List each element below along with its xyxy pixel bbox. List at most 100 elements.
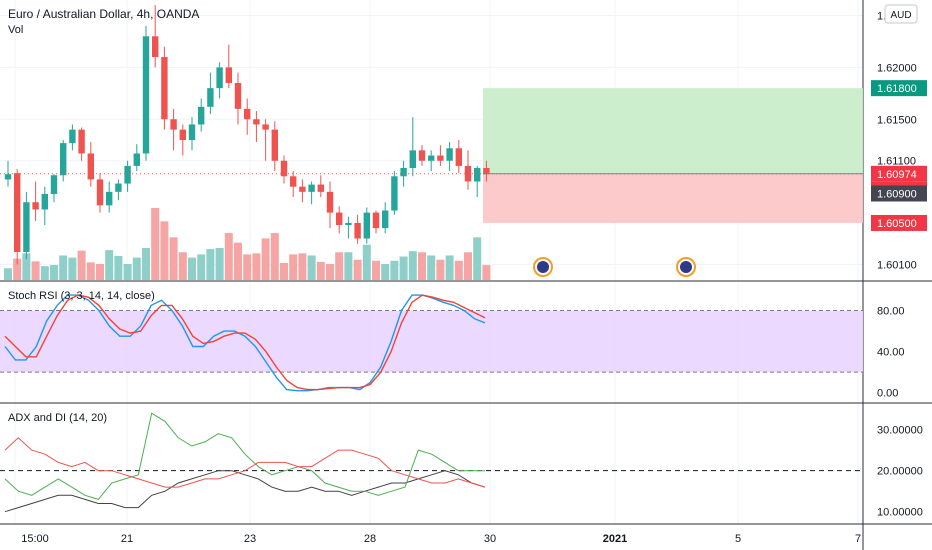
- time-axis-label: 5: [735, 533, 741, 545]
- volume-bar: [316, 261, 325, 280]
- time-axis-label: 15:00: [21, 533, 49, 545]
- volume-bar: [298, 253, 307, 280]
- candle-body: [299, 186, 306, 192]
- adx-tick-label: 10.00000: [877, 507, 923, 519]
- candle-body: [225, 67, 232, 83]
- volume-bar: [142, 248, 150, 280]
- volume-bar: [464, 252, 472, 280]
- price-label-box: [871, 80, 927, 97]
- price-label-text: 1.61800: [877, 83, 917, 95]
- volume-bar: [289, 254, 298, 280]
- di-minus-line: [4, 437, 486, 488]
- candle-body: [336, 212, 343, 226]
- price-tick-label: 1.60100: [877, 259, 917, 271]
- candle-body: [271, 129, 278, 161]
- volume-bar: [234, 242, 242, 280]
- price-label-box: [871, 165, 927, 182]
- candle-body: [428, 155, 435, 161]
- price-label-text: 1.60500: [877, 218, 917, 230]
- candle-body: [216, 67, 223, 89]
- volume-bar: [31, 261, 40, 280]
- stop-zone: [483, 173, 863, 223]
- volume-bar: [96, 264, 104, 280]
- candle-body: [41, 193, 48, 210]
- volume-bar: [408, 251, 417, 280]
- volume-bar: [390, 260, 399, 280]
- price-tick-label: 1.61100: [877, 156, 916, 168]
- candle-body: [345, 222, 352, 226]
- candle-body: [354, 222, 361, 239]
- candle-body: [142, 36, 150, 154]
- candle-body: [290, 176, 297, 187]
- volume-bar: [123, 264, 132, 280]
- candle-body: [106, 191, 113, 206]
- candle-body: [253, 119, 260, 125]
- candle-body: [317, 184, 324, 192]
- candle-body: [152, 36, 159, 58]
- price-tick-label: 1.62000: [877, 62, 917, 74]
- price-axis[interactable]: 1.625001.620001.615001.611001.601001.618…: [21, 11, 927, 545]
- volume-bar: [68, 257, 77, 280]
- volume-bar: [224, 233, 233, 280]
- stoch-rsi-pane[interactable]: 80.00 40.00 0.00: [0, 294, 905, 400]
- volume-bar: [206, 249, 215, 280]
- price-label-box: [871, 185, 927, 202]
- candle-body: [133, 153, 140, 166]
- volume-bar: [427, 255, 436, 280]
- overlays: [0, 173, 863, 277]
- time-axis-label: 23: [244, 533, 256, 545]
- price-label-text: 1.60974: [877, 169, 917, 181]
- time-axis-label: 7: [855, 533, 861, 545]
- event-flag-icon-inner: [537, 261, 549, 273]
- candle-body: [326, 191, 334, 213]
- candle-body: [188, 124, 196, 140]
- volume-bar: [197, 254, 206, 280]
- candle-body: [50, 175, 58, 194]
- stoch-tick-label: 0.00: [877, 388, 898, 400]
- candle-body: [234, 82, 242, 109]
- candle-body: [87, 153, 94, 180]
- volume-bar: [399, 256, 408, 280]
- volume-bar: [252, 253, 261, 280]
- adx-tick-label: 20.00000: [877, 466, 923, 478]
- volume-label: Vol: [8, 24, 23, 36]
- candle-body: [96, 179, 104, 206]
- candle-body: [446, 148, 453, 161]
- candle-body: [308, 184, 315, 192]
- candle-body: [280, 160, 288, 177]
- candle-body: [409, 150, 416, 168]
- volume-bar: [372, 260, 380, 280]
- volume-bar: [77, 250, 86, 280]
- volume-bar: [436, 259, 445, 280]
- volume-bar: [160, 221, 169, 280]
- event-flag-icon-inner: [680, 261, 692, 273]
- volume-bar: [454, 260, 463, 280]
- volume-bar: [362, 244, 371, 280]
- volume-bar: [13, 258, 22, 280]
- volume-bar: [261, 238, 270, 280]
- volume-bar: [344, 252, 353, 280]
- stoch-title: Stoch RSI (3, 3, 14, 14, close): [8, 290, 155, 302]
- stoch-k-line: [4, 294, 486, 392]
- volume-bar: [188, 257, 196, 280]
- price-label-text: 1.60900: [877, 188, 917, 200]
- candle-body: [23, 202, 30, 252]
- candle-body: [198, 106, 205, 125]
- volume-bar: [326, 264, 334, 280]
- volume-bar: [22, 253, 31, 280]
- candle-body: [179, 129, 186, 140]
- target-zone: [483, 88, 863, 174]
- candle-body: [244, 108, 251, 120]
- currency-badge[interactable]: [884, 4, 918, 24]
- volume-bar: [132, 257, 141, 280]
- candle-body: [400, 168, 407, 177]
- volume-bar: [151, 208, 160, 280]
- volume-bar: [169, 237, 178, 280]
- volume-bar: [86, 262, 95, 280]
- time-axis-label: 21: [121, 533, 133, 545]
- currency-badge-label: AUD: [890, 10, 911, 21]
- volume-bar: [381, 264, 390, 280]
- price-label-box: [871, 214, 927, 231]
- adx-pane[interactable]: 30.00000 20.00000 10.00000: [0, 412, 923, 519]
